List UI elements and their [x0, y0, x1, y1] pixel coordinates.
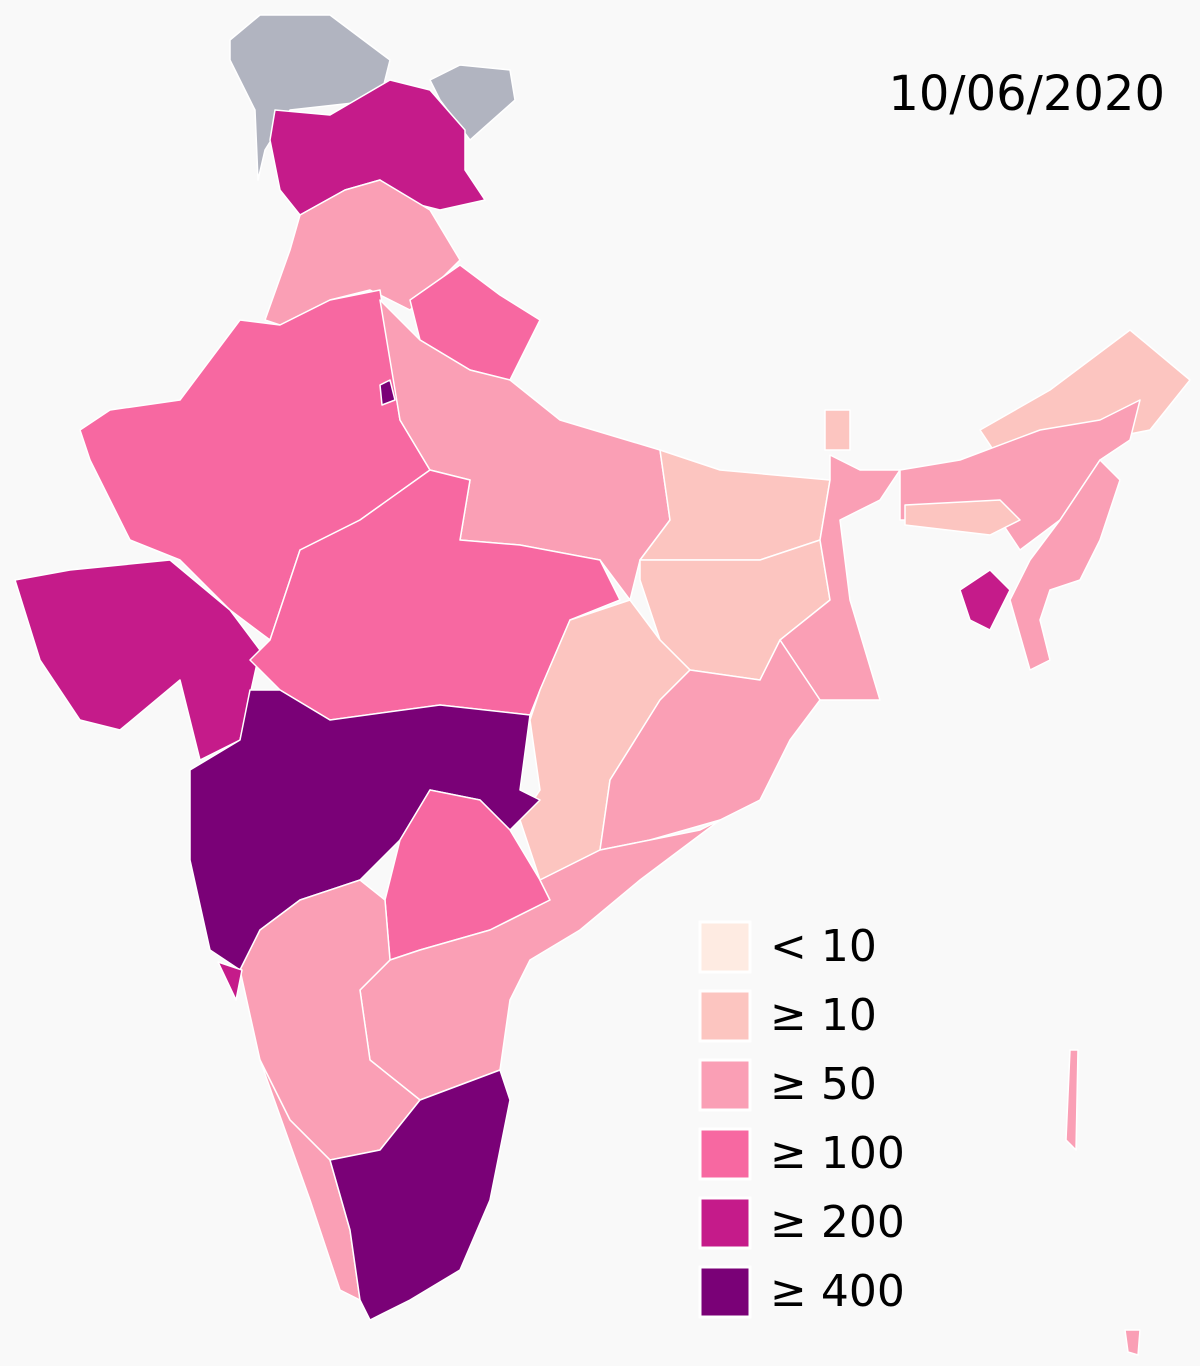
- region-tripura: [959, 569, 1011, 631]
- legend-label: ≥ 10: [770, 990, 877, 1041]
- legend-swatch: [698, 989, 752, 1043]
- region-gujarat: [14, 559, 261, 761]
- date-label: 10/06/2020: [888, 66, 1165, 122]
- map-regions: [14, 14, 1191, 1356]
- region-andhra-pradesh: [359, 819, 721, 1101]
- legend-swatch: [698, 920, 752, 974]
- region-meghalaya: [904, 499, 1021, 536]
- legend-swatch: [698, 1058, 752, 1112]
- region-no-data: [429, 64, 516, 141]
- region-andaman-nicobar: [1124, 1329, 1141, 1356]
- region-delhi: [379, 379, 396, 406]
- region-himachal-punjab: [264, 179, 461, 326]
- region-jammu-kashmir-ladakh: [269, 79, 486, 216]
- region-tamil-nadu: [329, 1069, 511, 1321]
- region-sikkim: [824, 409, 851, 451]
- legend-label: < 10: [770, 921, 877, 972]
- legend-swatch: [698, 1127, 752, 1181]
- legend-swatch: [698, 1265, 752, 1319]
- legend-swatch: [698, 1196, 752, 1250]
- region-northeast-states: [1009, 459, 1121, 671]
- legend-label: ≥ 50: [770, 1059, 877, 1110]
- legend: < 10 ≥ 10 ≥ 50 ≥ 100 ≥ 200 ≥ 400: [698, 920, 905, 1319]
- region-odisha: [599, 639, 821, 851]
- legend-label: ≥ 200: [770, 1197, 905, 1248]
- region-andaman-nicobar: [1065, 1049, 1079, 1151]
- region-goa: [217, 961, 243, 1001]
- legend-label: ≥ 100: [770, 1128, 905, 1179]
- legend-label: ≥ 400: [770, 1266, 905, 1317]
